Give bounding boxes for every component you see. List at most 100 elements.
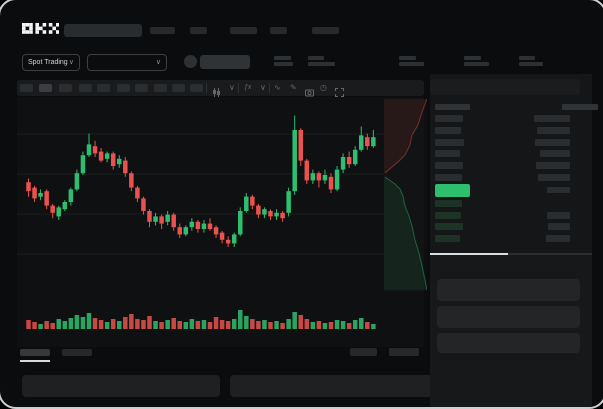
orderbook-mode-strip [430, 79, 580, 95]
volume-bar [74, 315, 80, 329]
volume-bar [38, 324, 43, 329]
search-input[interactable] [64, 24, 142, 37]
nav-item-0[interactable] [150, 27, 175, 34]
total-input[interactable] [437, 333, 580, 353]
chart-pane[interactable] [17, 97, 428, 347]
history-icon[interactable]: ◷ [320, 83, 327, 92]
volume-bar [304, 319, 310, 329]
candlestick [165, 211, 170, 226]
stat-label-1 [308, 56, 324, 60]
market-type-dropdown[interactable]: Spot Trading ∨ [22, 54, 80, 71]
timeframe-button-4[interactable] [97, 84, 110, 92]
volume-bar [189, 319, 195, 329]
volume-bar [104, 322, 110, 329]
stat-label-4 [519, 56, 535, 60]
chevron-down-icon: ∨ [68, 59, 74, 66]
bottom-panel-1[interactable] [230, 375, 432, 397]
candlestick [98, 148, 104, 163]
coin-avatar [184, 55, 197, 68]
chart-action-1[interactable] [389, 348, 419, 356]
candle-type-icon[interactable] [212, 84, 222, 97]
chart-tab-1[interactable] [62, 349, 92, 356]
line-tool-icon[interactable]: ∿ [274, 83, 281, 92]
ask-row-total [536, 162, 570, 169]
timeframe-button-3[interactable] [79, 84, 92, 92]
candlestick [286, 187, 291, 217]
candlestick [110, 151, 116, 170]
volume-bar [44, 321, 49, 329]
nav-item-3[interactable] [270, 27, 287, 34]
candlestick [177, 223, 182, 238]
timeframe-button-6[interactable] [135, 84, 148, 92]
volume-bar [352, 320, 358, 329]
timeframe-button-1[interactable] [39, 84, 52, 92]
okx-logo[interactable] [22, 23, 60, 42]
volume-bar [141, 320, 146, 329]
candlestick [183, 225, 189, 237]
timeframe-button-7[interactable] [154, 84, 167, 92]
volume-bar [359, 318, 364, 329]
candlestick [62, 200, 68, 211]
chevron-down-icon[interactable]: ∨ [260, 83, 266, 92]
candlestick [298, 128, 303, 166]
timeframe-button-5[interactable] [117, 84, 130, 92]
trade-tabs-divider [430, 253, 592, 255]
volume-bar [50, 323, 55, 329]
candlestick [80, 151, 86, 175]
stat-value-4 [519, 62, 543, 66]
active-tab-underline [20, 360, 50, 362]
camera-icon[interactable] [305, 84, 315, 97]
stat-label-2 [399, 56, 416, 60]
stat-value-3 [464, 62, 489, 66]
okx-logo-glyphs [22, 23, 60, 34]
chevron-down-icon: ∨ [155, 59, 161, 66]
chart-tab-0[interactable] [20, 349, 50, 356]
timeframe-button-8[interactable] [172, 84, 185, 92]
candlestick [225, 236, 231, 247]
volume-bar [274, 321, 279, 329]
volume-bar [346, 323, 352, 329]
nav-item-4[interactable] [312, 27, 339, 34]
volume-bar [268, 322, 273, 329]
volume-bar [322, 323, 328, 329]
candlestick [365, 133, 370, 150]
candlestick [50, 203, 55, 219]
timeframe-button-9[interactable] [190, 84, 203, 92]
nav-item-2[interactable] [230, 27, 257, 34]
orderbook-panel: Buy Sell [430, 74, 598, 407]
candlestick [371, 130, 376, 148]
fullscreen-icon[interactable] [335, 84, 345, 97]
amount-input[interactable] [437, 306, 580, 328]
volume-bar [225, 321, 231, 329]
candlestick [250, 194, 255, 210]
volume-bar [231, 319, 237, 329]
pair-selector-dropdown[interactable]: ∨ [87, 54, 167, 71]
volume-bar [147, 316, 152, 329]
draw-tool-icon[interactable]: ✎ [290, 83, 297, 92]
bottom-panel-0[interactable] [22, 375, 220, 397]
chart-action-0[interactable] [350, 348, 377, 356]
timeframe-button-0[interactable] [20, 84, 33, 92]
timeframe-button-2[interactable] [59, 84, 72, 92]
candlestick [68, 187, 74, 206]
chevron-down-icon[interactable]: ∨ [229, 83, 235, 92]
candlestick [159, 214, 164, 229]
ask-row-total [537, 126, 570, 134]
price-input[interactable] [437, 279, 580, 301]
bid-row-price [435, 223, 463, 230]
nav-item-1[interactable] [190, 27, 207, 34]
ask-row-price [435, 126, 461, 134]
orderbook-header-left [435, 104, 470, 110]
indicators-icon[interactable]: ƒx [244, 84, 252, 91]
volume-bar [177, 321, 182, 329]
volume-bar [286, 319, 291, 329]
candlestick [244, 193, 249, 213]
candlestick [262, 207, 267, 219]
candlestick [238, 207, 243, 237]
candlestick-chart [17, 115, 384, 329]
ask-row-price [435, 173, 462, 181]
stat-value-1 [308, 62, 335, 66]
orderbook-last-price [435, 184, 470, 197]
candlestick [316, 171, 322, 188]
